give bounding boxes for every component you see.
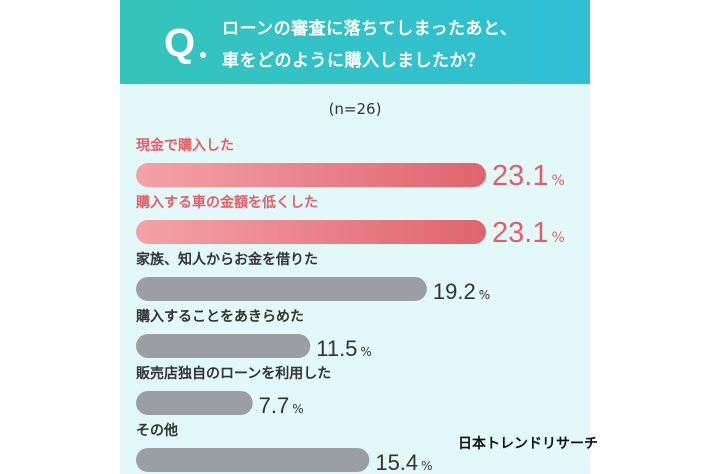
value-unit: % — [292, 402, 303, 416]
value-label: 11.5 — [316, 336, 357, 361]
question-line-1: ローンの審査に落ちてしまったあと、 — [222, 19, 518, 39]
value-label: 7.7 — [259, 393, 290, 418]
category-label: 購入する車の金額を低くした — [135, 194, 318, 211]
sample-size: (n=26) — [328, 100, 382, 118]
category-label: 現金で購入した — [136, 137, 234, 154]
bar — [136, 277, 427, 301]
brand-logo: 日本トレンドリサーチ — [458, 436, 598, 452]
value-label: 23.1 — [492, 160, 548, 192]
bar — [136, 448, 370, 472]
value-unit: % — [551, 230, 564, 246]
value-label: 23.1 — [492, 217, 548, 249]
bar — [136, 163, 486, 187]
value-unit: % — [479, 288, 490, 302]
bar — [136, 334, 311, 358]
value-unit: % — [551, 173, 564, 189]
value-unit: % — [421, 459, 432, 473]
question-mark-dot — [200, 52, 206, 58]
bar — [136, 391, 253, 415]
value-label: 15.4 — [375, 450, 418, 474]
category-label: 家族、知人からお金を借りた — [136, 251, 318, 268]
category-label: 販売店独自のローンを利用した — [136, 365, 331, 382]
question-header: Q ローンの審査に落ちてしまったあと、 車をどのように購入しましたか？ — [120, 0, 590, 84]
value-unit: % — [360, 345, 371, 359]
category-label: その他 — [136, 422, 178, 439]
bar-chart: 現金で購入した 23.1 % 購入する車の金額を低くした 23.1 % 家族、知人からお金を… — [135, 137, 565, 474]
question-mark: Q — [164, 21, 196, 65]
value-label: 19.2 — [433, 279, 476, 304]
question-line-2: 車をどのように購入しましたか？ — [222, 51, 485, 71]
category-label: 購入することをあきらめた — [135, 308, 304, 325]
chart-panel: Q ローンの審査に落ちてしまったあと、 車をどのように購入しましたか？ (n=2… — [120, 0, 598, 474]
bar — [136, 220, 486, 244]
